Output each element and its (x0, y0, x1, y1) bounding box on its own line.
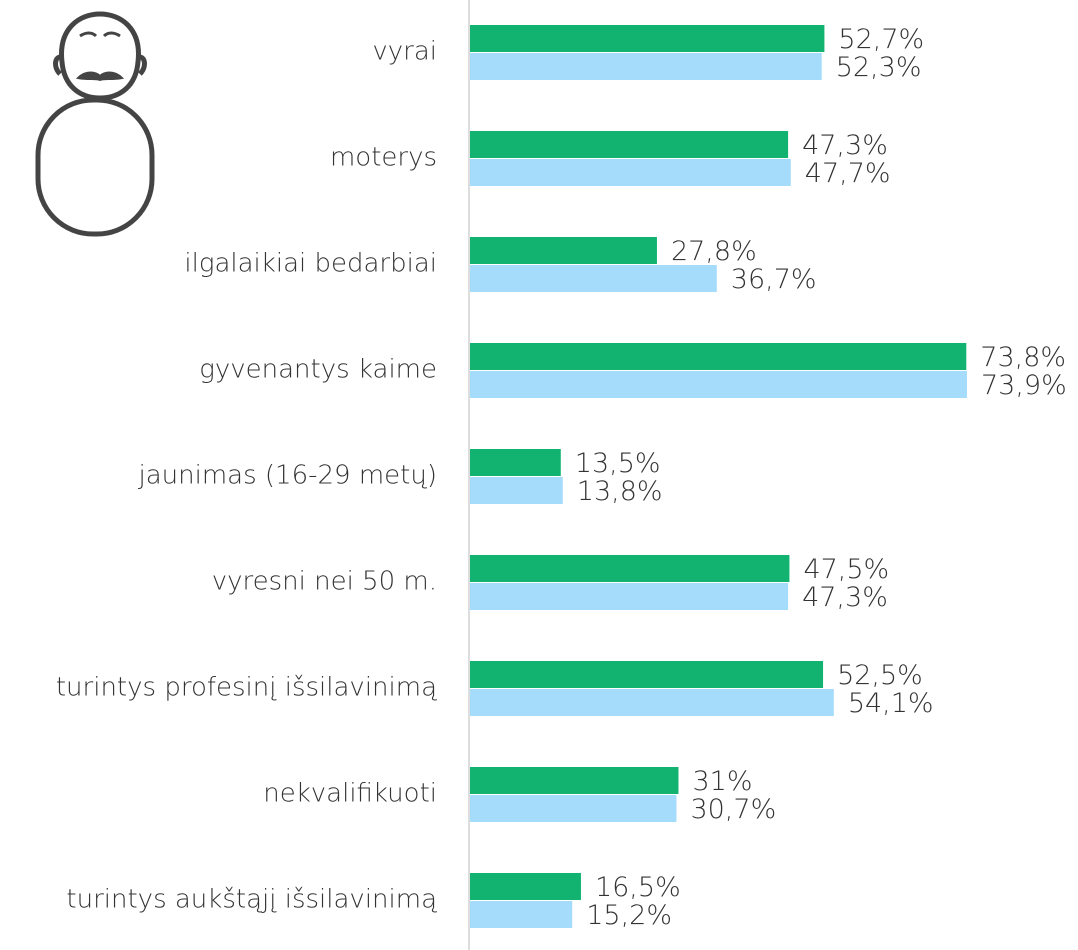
category-label: jaunimas (16-29 metų) (137, 461, 437, 491)
category-label: ilgalaikiai bedarbiai (184, 249, 437, 279)
value-label: 52,7% (838, 24, 924, 55)
category-label: nekvalifikuoti (263, 779, 437, 809)
bar (470, 53, 822, 80)
value-label: 31% (692, 766, 752, 797)
bar (470, 343, 967, 370)
value-label: 52,3% (836, 52, 922, 83)
value-label: 47,3% (802, 130, 888, 161)
bar (470, 583, 789, 610)
value-label: 36,7% (731, 264, 817, 295)
bar (470, 767, 679, 794)
bar (470, 131, 789, 158)
bar (470, 237, 657, 264)
value-label: 47,5% (803, 554, 889, 585)
bar (470, 661, 824, 688)
value-label: 52,5% (837, 660, 923, 691)
category-label: moterys (330, 143, 437, 173)
category-label: vyresni nei 50 m. (212, 567, 437, 597)
value-label: 13,5% (575, 448, 661, 479)
bar (470, 555, 790, 582)
category-label: gyvenantys kaime (199, 355, 437, 385)
value-label: 47,3% (802, 582, 888, 613)
value-label: 73,8% (980, 342, 1066, 373)
category-label: vyrai (372, 37, 437, 67)
bar (470, 265, 717, 292)
value-label: 15,2% (586, 900, 672, 931)
bar (470, 477, 563, 504)
bar (470, 25, 825, 52)
value-label: 73,9% (981, 370, 1067, 401)
value-label: 16,5% (595, 872, 681, 903)
category-label: turintys aukštąjį išsilavinimą (66, 885, 437, 915)
value-label: 13,8% (577, 476, 663, 507)
category-label: turintys profesinį išsilavinimą (56, 673, 437, 703)
bar (470, 901, 573, 928)
bar (470, 689, 834, 716)
person-icon (35, 11, 155, 237)
bar (470, 449, 561, 476)
bar (470, 873, 581, 900)
bar (470, 371, 967, 398)
value-label: 54,1% (848, 688, 934, 719)
bar (470, 159, 791, 186)
value-label: 30,7% (690, 794, 776, 825)
bar (470, 795, 677, 822)
value-label: 27,8% (671, 236, 757, 267)
value-label: 47,7% (805, 158, 891, 189)
